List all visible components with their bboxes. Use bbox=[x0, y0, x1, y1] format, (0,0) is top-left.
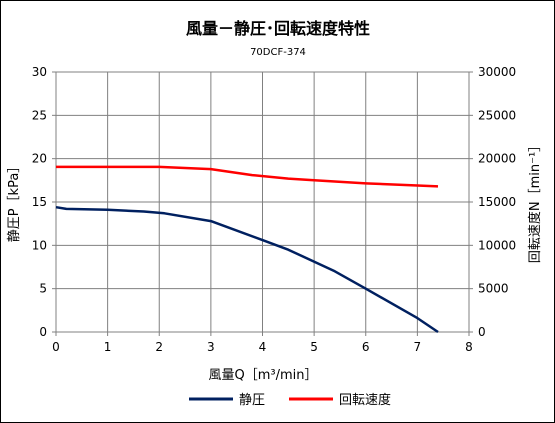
x-axis: 0 1 2 3 4 5 6 7 8 bbox=[52, 332, 473, 354]
x-tick-label: 8 bbox=[465, 340, 473, 354]
legend: 静圧 回転速度 bbox=[189, 392, 391, 408]
y-right-tick-label: 10000 bbox=[478, 238, 516, 252]
y-left-tick-label: 15 bbox=[32, 195, 47, 209]
x-tick-label: 0 bbox=[52, 340, 60, 354]
series-line-static-pressure bbox=[55, 205, 439, 334]
y-right-tick-label: 0 bbox=[478, 325, 486, 339]
x-tick-label: 2 bbox=[155, 340, 163, 354]
y-left-tick-label: 20 bbox=[32, 152, 47, 166]
x-tick-label: 6 bbox=[362, 340, 370, 354]
y-right-tick-label: 15000 bbox=[478, 195, 516, 209]
legend-label-static-pressure: 静圧 bbox=[239, 393, 265, 408]
x-tick-label: 1 bbox=[104, 340, 112, 354]
y-axis-left: 0 5 10 15 20 25 30 bbox=[32, 65, 56, 339]
y-axis-left-label: 静圧P［kPa］ bbox=[7, 160, 22, 243]
y-right-tick-label: 5000 bbox=[478, 282, 509, 296]
chart-subtitle: 70DCF-374 bbox=[250, 47, 306, 58]
series-line-rotation-speed bbox=[56, 165, 439, 188]
series-group bbox=[55, 165, 439, 334]
grid bbox=[56, 72, 469, 332]
chart-title: 風量－静圧･回転速度特性 bbox=[186, 19, 370, 38]
x-tick-label: 3 bbox=[207, 340, 215, 354]
y-right-tick-label: 20000 bbox=[478, 152, 516, 166]
y-right-tick-label: 30000 bbox=[478, 65, 516, 79]
y-axis-right: 0 5000 10000 15000 20000 25000 30000 bbox=[469, 65, 516, 339]
y-right-tick-label: 25000 bbox=[478, 108, 516, 122]
y-left-tick-label: 25 bbox=[32, 108, 47, 122]
y-left-tick-label: 0 bbox=[39, 325, 47, 339]
x-tick-label: 5 bbox=[310, 340, 318, 354]
y-axis-right-label: 回転速度N［min⁻¹］ bbox=[527, 139, 543, 263]
x-tick-label: 4 bbox=[259, 340, 267, 354]
x-axis-label: 風量Q［m³/min］ bbox=[208, 368, 317, 383]
y-left-tick-label: 10 bbox=[32, 238, 47, 252]
legend-label-rotation-speed: 回転速度 bbox=[339, 392, 391, 408]
y-left-tick-label: 30 bbox=[32, 65, 47, 79]
x-tick-label: 7 bbox=[414, 340, 422, 354]
y-left-tick-label: 5 bbox=[39, 282, 47, 296]
